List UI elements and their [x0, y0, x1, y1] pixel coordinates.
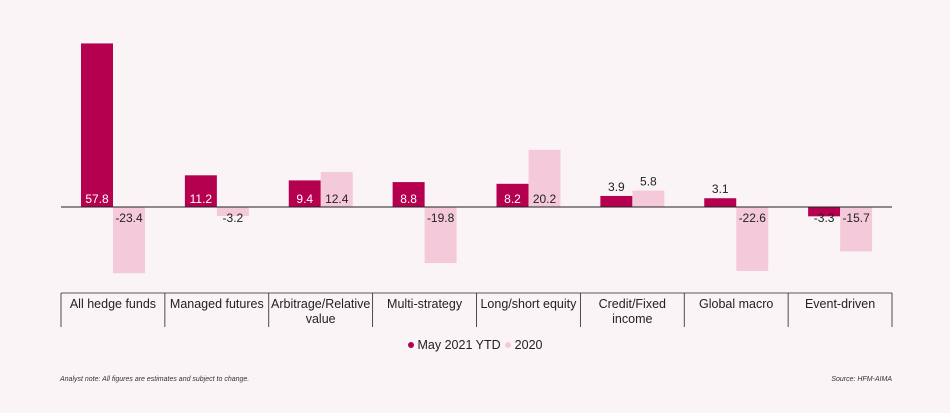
bar-may-2021-ytd-5	[600, 195, 633, 207]
value-label-2020-6: -22.6	[739, 211, 767, 225]
category-label-0: All hedge funds	[70, 297, 156, 311]
value-label-2020-0: -23.4	[115, 211, 143, 225]
bar-2020-5	[632, 190, 665, 207]
bar-may-2021-ytd-4	[496, 183, 529, 207]
bar-may-2021-ytd-1	[184, 175, 217, 207]
category-label-2: Arbitrage/Relative value	[271, 297, 370, 326]
bar-may-2021-ytd-0	[81, 43, 113, 208]
bar-may-2021-ytd-7	[808, 207, 841, 217]
value-label-2020-3: -19.8	[427, 211, 455, 225]
bar-2020-0	[113, 207, 145, 274]
category-label-3: Multi-strategy	[387, 297, 463, 311]
category-label-5: Credit/Fixed income	[599, 297, 666, 326]
bar-2020-1	[216, 207, 249, 217]
category-label-4: Long/short equity	[480, 297, 577, 311]
bar-may-2021-ytd-6	[704, 198, 737, 207]
value-label-2020-7: -15.7	[842, 211, 870, 225]
bar-may-2021-ytd-3	[392, 182, 425, 207]
legend-label-2020: 2020	[514, 338, 543, 352]
legend-dot-may-2021-ytd	[407, 342, 414, 348]
value-label-may-2021-ytd-5: 3.9	[608, 180, 625, 194]
legend-dot-2020	[504, 342, 511, 348]
value-label-may-2021-ytd-6: 3.1	[712, 182, 729, 196]
category-label-7: Event-driven	[805, 297, 875, 311]
bar-2020-4	[528, 149, 561, 207]
value-label-may-2021-ytd-4: 8.2	[504, 192, 521, 206]
source-note: Source: HFM-AIMA	[831, 376, 892, 383]
analyst-note: Analyst note: All figures are estimates …	[60, 376, 250, 383]
value-label-2020-4: 20.2	[533, 192, 557, 206]
bar-2020-3	[424, 207, 457, 264]
value-label-may-2021-ytd-0: 57.8	[85, 192, 109, 206]
legend: May 2021 YTD 2020	[0, 338, 950, 352]
bar-2020-7	[840, 207, 873, 252]
value-label-2020-5: 5.8	[640, 175, 657, 189]
legend-item-2020: 2020	[504, 338, 543, 352]
legend-label-may-2021-ytd: May 2021 YTD	[417, 338, 501, 352]
category-label-6: Global macro	[699, 297, 773, 311]
value-label-may-2021-ytd-7: -3.3	[814, 211, 835, 225]
value-label-may-2021-ytd-2: 9.4	[296, 192, 313, 206]
value-label-2020-2: 12.4	[325, 192, 349, 206]
value-label-2020-1: -3.2	[223, 211, 244, 225]
value-label-may-2021-ytd-3: 8.8	[400, 192, 417, 206]
value-label-may-2021-ytd-1: 11.2	[190, 192, 213, 206]
bar-may-2021-ytd-2	[288, 180, 321, 207]
legend-item-may-2021-ytd: May 2021 YTD	[407, 338, 501, 352]
category-label-1: Managed futures	[170, 297, 264, 311]
bar-2020-6	[736, 207, 769, 271]
bar-2020-2	[320, 171, 353, 207]
